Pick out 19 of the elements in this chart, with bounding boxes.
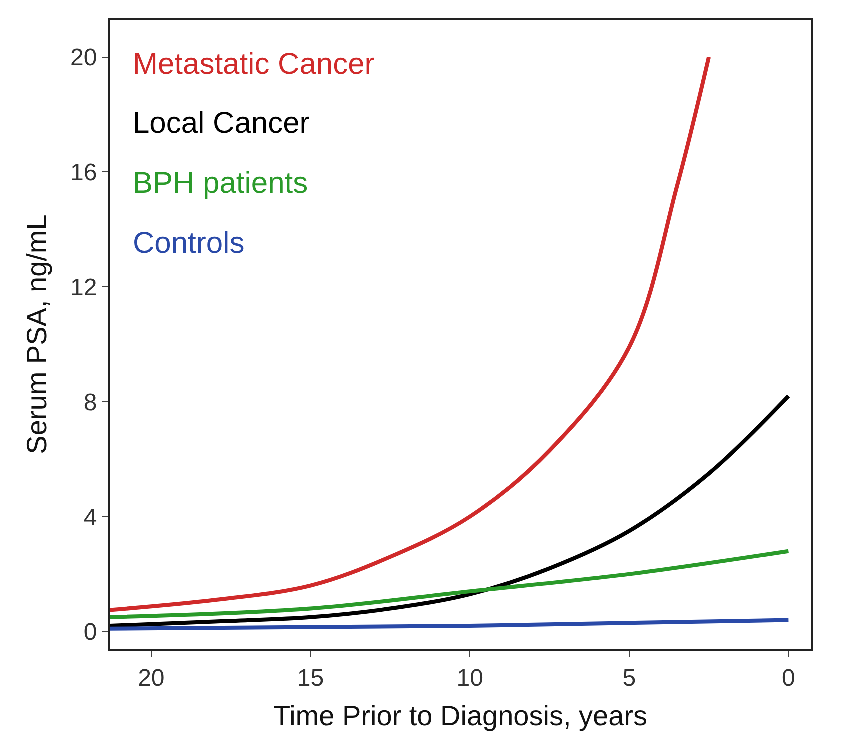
y-tick-label: 16 bbox=[70, 160, 98, 187]
y-tick-label: 8 bbox=[84, 389, 98, 416]
x-tick-label: 15 bbox=[297, 664, 324, 692]
text: Controls bbox=[133, 227, 245, 260]
line-series bbox=[110, 549, 791, 620]
text: Metastatic Cancer bbox=[133, 48, 375, 81]
x-tick-label: 5 bbox=[622, 664, 636, 692]
y-tick-label: 0 bbox=[84, 619, 98, 646]
text: BPH patients bbox=[133, 167, 308, 200]
x-tick-label: 0 bbox=[782, 664, 796, 692]
y-tick-label: 12 bbox=[70, 274, 98, 302]
x-tick-label: 20 bbox=[138, 664, 165, 692]
text: Local Cancer bbox=[133, 107, 310, 140]
y-axis-title: Serum PSA, ng/mL bbox=[22, 214, 53, 454]
line-series bbox=[110, 394, 791, 628]
y-tick-label: 20 bbox=[70, 44, 98, 72]
x-tick-label: 10 bbox=[456, 664, 484, 692]
x-axis-title: Time Prior to Diagnosis, years bbox=[274, 700, 648, 732]
y-tick-label: 4 bbox=[84, 504, 98, 532]
